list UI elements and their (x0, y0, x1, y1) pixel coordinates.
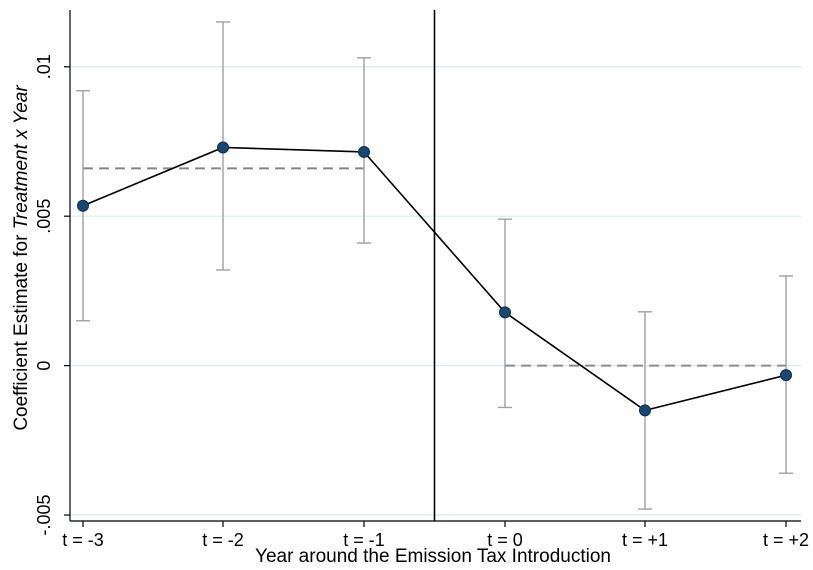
x-tick-label-3: t = 0 (487, 530, 523, 550)
coefficient-points (77, 141, 792, 417)
y-axis-label-plain: Coefficient Estimate for (11, 229, 32, 430)
axes (69, 10, 801, 522)
y-tick-label-3: .01 (34, 54, 54, 79)
data-point-1 (217, 141, 229, 154)
data-point-3 (499, 306, 511, 319)
x-ticks: t = -3 t = -2 t = -1 t = 0 t = +1 t = +2 (62, 521, 809, 550)
y-tick-label-1: 0 (34, 361, 54, 371)
coefficient-series-line (82, 146, 787, 412)
x-tick-label-2: t = -1 (343, 530, 385, 550)
y-axis-label: Coefficient Estimate for Treatment x Yea… (11, 85, 32, 431)
y-tick-label-2: .005 (34, 199, 54, 234)
data-point-4 (639, 404, 651, 417)
x-tick-label-1: t = -2 (202, 530, 244, 550)
data-point-0 (77, 199, 89, 212)
y-tick-label-0: -.005 (34, 495, 54, 536)
x-tick-label-0: t = -3 (62, 530, 104, 550)
y-axis-label-italic: Treatment x Year (11, 85, 32, 230)
data-point-2 (358, 145, 370, 158)
y-ticks: -.005 0 .005 .01 (34, 54, 70, 536)
coefficient-line (82, 146, 787, 412)
gridlines (70, 66, 801, 516)
x-axis-label: Year around the Emission Tax Introductio… (255, 546, 611, 567)
data-point-5 (780, 369, 792, 382)
x-tick-label-4: t = +1 (622, 530, 668, 550)
x-tick-label-5: t = +2 (763, 530, 809, 550)
